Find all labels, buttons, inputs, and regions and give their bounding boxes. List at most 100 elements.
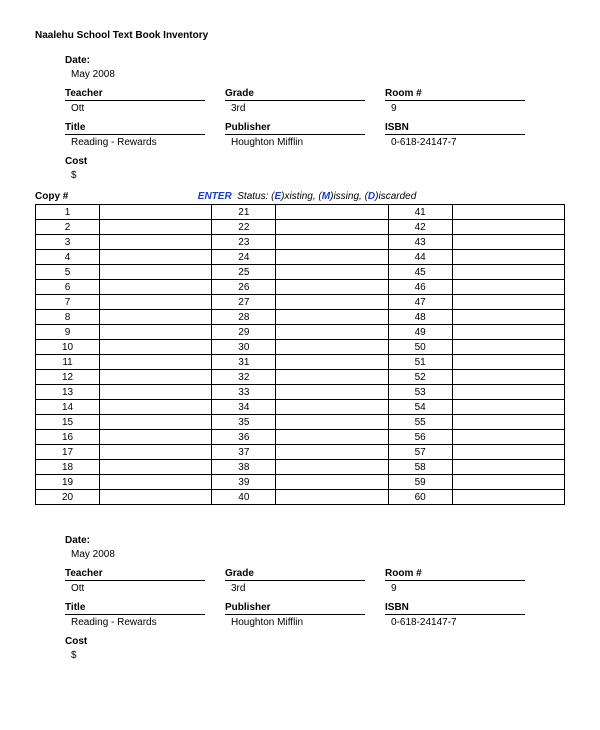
table-row: 143454 xyxy=(36,400,565,415)
copy-number-cell: 30 xyxy=(212,340,276,355)
status-cell xyxy=(276,490,388,505)
copy-number-cell: 39 xyxy=(212,475,276,490)
status-cell xyxy=(100,310,212,325)
table-row: 12141 xyxy=(36,205,565,220)
status-cell xyxy=(100,385,212,400)
status-cell xyxy=(452,310,564,325)
copy-number-cell: 21 xyxy=(212,205,276,220)
title-label: Title xyxy=(65,122,205,135)
status-cell xyxy=(276,325,388,340)
status-cell xyxy=(100,280,212,295)
copy-number-cell: 34 xyxy=(212,400,276,415)
title-label-2: Title xyxy=(65,602,205,615)
table-row: 19 39 59 xyxy=(36,475,565,490)
copy-number-cell: 19 xyxy=(36,475,100,490)
status-cell xyxy=(276,385,388,400)
status-cell xyxy=(276,475,388,490)
copy-number-cell: 41 xyxy=(388,205,452,220)
status-cell xyxy=(452,250,564,265)
copy-number-cell: 20 xyxy=(36,490,100,505)
table-row: 163656 xyxy=(36,430,565,445)
status-cell xyxy=(452,205,564,220)
table-row: 42444 xyxy=(36,250,565,265)
copy-number-cell: 47 xyxy=(388,295,452,310)
table-row: 204060 xyxy=(36,490,565,505)
copy-number-cell: 16 xyxy=(36,430,100,445)
copy-number-cell: 15 xyxy=(36,415,100,430)
copy-number-cell: 2 xyxy=(36,220,100,235)
status-cell xyxy=(276,265,388,280)
copy-number-cell: 14 xyxy=(36,400,100,415)
status-cell xyxy=(100,415,212,430)
publisher-value: Houghton Mifflin xyxy=(225,135,385,148)
status-cell xyxy=(452,295,564,310)
publisher-label: Publisher xyxy=(225,122,365,135)
status-cell xyxy=(100,295,212,310)
status-cell xyxy=(100,265,212,280)
date-value: May 2008 xyxy=(65,67,225,80)
copy-number-cell: 23 xyxy=(212,235,276,250)
status-cell xyxy=(276,445,388,460)
cost-value-2: $ xyxy=(65,648,225,661)
copy-number-cell: 26 xyxy=(212,280,276,295)
status-cell xyxy=(100,340,212,355)
copy-number-cell: 50 xyxy=(388,340,452,355)
status-cell xyxy=(100,220,212,235)
copy-number-cell: 46 xyxy=(388,280,452,295)
status-cell xyxy=(100,205,212,220)
copy-number-cell: 29 xyxy=(212,325,276,340)
copy-number-cell: 8 xyxy=(36,310,100,325)
status-cell xyxy=(452,475,564,490)
copy-number-cell: 40 xyxy=(212,490,276,505)
copy-grid: 1214122242323434244452545626467274782848… xyxy=(35,204,565,505)
status-cell xyxy=(452,235,564,250)
status-cell xyxy=(276,235,388,250)
cost-value: $ xyxy=(65,168,225,181)
table-row: 173757 xyxy=(36,445,565,460)
status-cell xyxy=(100,445,212,460)
copy-number-cell: 38 xyxy=(212,460,276,475)
grade-label: Grade xyxy=(225,88,365,101)
status-cell xyxy=(276,400,388,415)
status-e: E xyxy=(275,191,282,202)
status-cell xyxy=(452,385,564,400)
grade-label-2: Grade xyxy=(225,568,365,581)
status-cell xyxy=(100,490,212,505)
table-row: 123252 xyxy=(36,370,565,385)
table-row: 22242 xyxy=(36,220,565,235)
meta-section-1: Date: May 2008 Teacher Ott Grade 3rd Roo… xyxy=(65,55,565,181)
status-cell xyxy=(100,355,212,370)
page-title: Naalehu School Text Book Inventory xyxy=(35,30,565,41)
status-cell xyxy=(100,400,212,415)
publisher-label-2: Publisher xyxy=(225,602,365,615)
status-cell xyxy=(276,370,388,385)
status-cell xyxy=(452,265,564,280)
copy-number-cell: 18 xyxy=(36,460,100,475)
status-cell xyxy=(276,460,388,475)
enter-label: ENTER xyxy=(198,191,232,202)
copy-number-cell: 48 xyxy=(388,310,452,325)
status-d: D xyxy=(368,191,375,202)
copy-number-cell: 43 xyxy=(388,235,452,250)
grade-value: 3rd xyxy=(225,101,385,114)
copy-number-cell: 59 xyxy=(388,475,452,490)
status-cell xyxy=(452,415,564,430)
copy-number-cell: 22 xyxy=(212,220,276,235)
copy-number-cell: 9 xyxy=(36,325,100,340)
status-cell xyxy=(452,355,564,370)
table-row: 32343 xyxy=(36,235,565,250)
copy-number-cell: 58 xyxy=(388,460,452,475)
copy-number-cell: 37 xyxy=(212,445,276,460)
copy-number-cell: 42 xyxy=(388,220,452,235)
copy-number-cell: 49 xyxy=(388,325,452,340)
status-cell xyxy=(276,340,388,355)
table-row: 103050 xyxy=(36,340,565,355)
status-cell xyxy=(276,430,388,445)
table-row: 72747 xyxy=(36,295,565,310)
copy-number-cell: 36 xyxy=(212,430,276,445)
status-cell xyxy=(100,430,212,445)
status-cell xyxy=(452,325,564,340)
publisher-value-2: Houghton Mifflin xyxy=(225,615,385,628)
status-cell xyxy=(452,445,564,460)
status-line: Copy # ENTER Status: (E)xisting, (M)issi… xyxy=(35,191,565,202)
